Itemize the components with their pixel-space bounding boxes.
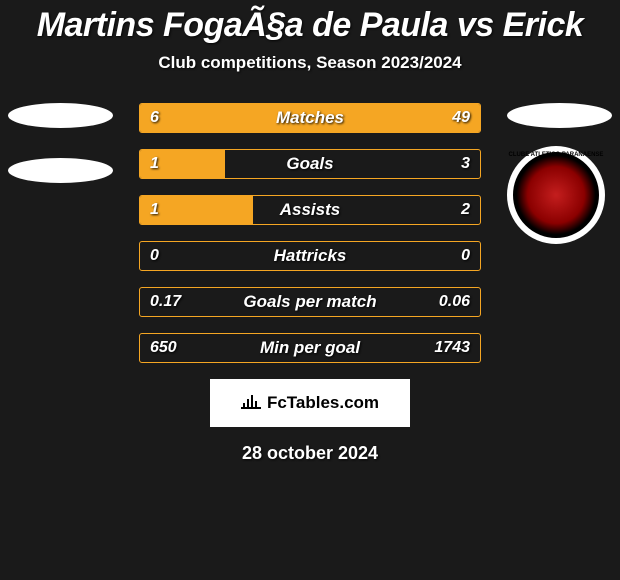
stat-right-value: 2 [461, 196, 470, 224]
stat-right-value: 3 [461, 150, 470, 178]
stat-bars: 6Matches49 1Goals3 1Assists2 0Hattricks0 0.1… [139, 103, 481, 363]
footer-brand-box: FcTables.com [210, 379, 410, 427]
date-text: 28 october 2024 [0, 443, 620, 464]
club-badge-text: CLUBE ATLETICO PARANAENSE [507, 152, 605, 158]
stat-row: 1Assists2 [139, 195, 481, 225]
stat-label: Assists [140, 196, 480, 224]
stat-label: Goals per match [140, 288, 480, 316]
stat-row: 6Matches49 [139, 103, 481, 133]
footer-brand-text: FcTables.com [267, 393, 379, 413]
comparison-content: CLUBE ATLETICO PARANAENSE 6Matches49 1Goa… [0, 103, 620, 363]
stat-label: Hattricks [140, 242, 480, 270]
club-badge: CLUBE ATLETICO PARANAENSE [507, 146, 605, 244]
page-title: Martins FogaÃ§a de Paula vs Erick [0, 0, 620, 45]
chart-icon [241, 393, 261, 414]
right-ellipse-1 [507, 103, 612, 128]
stat-right-value: 0 [461, 242, 470, 270]
subtitle: Club competitions, Season 2023/2024 [0, 53, 620, 73]
stat-row: 0.17Goals per match0.06 [139, 287, 481, 317]
stat-row: 650Min per goal1743 [139, 333, 481, 363]
stat-row: 0Hattricks0 [139, 241, 481, 271]
stat-label: Goals [140, 150, 480, 178]
left-ellipse-1 [8, 103, 113, 128]
stat-label: Min per goal [140, 334, 480, 362]
stat-label: Matches [140, 104, 480, 132]
left-ellipse-2 [8, 158, 113, 183]
stat-right-value: 1743 [434, 334, 470, 362]
stat-right-value: 0.06 [439, 288, 470, 316]
stat-row: 1Goals3 [139, 149, 481, 179]
right-player-shapes: CLUBE ATLETICO PARANAENSE [507, 103, 612, 244]
stat-right-value: 49 [452, 104, 470, 132]
club-badge-inner [513, 152, 599, 238]
left-player-shapes [8, 103, 113, 213]
